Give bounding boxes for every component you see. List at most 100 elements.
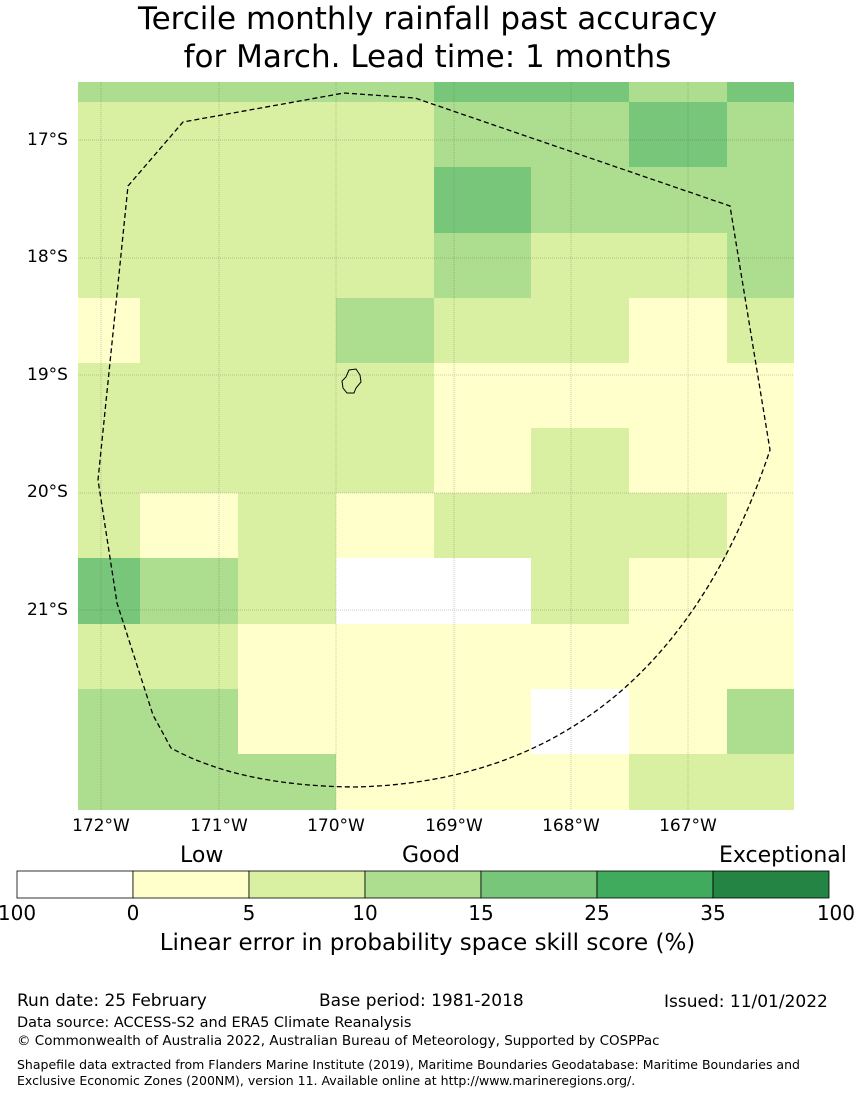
grid-cell bbox=[140, 624, 238, 689]
colorbar-bin bbox=[16, 870, 134, 899]
grid-cell bbox=[434, 558, 531, 624]
map-title: Tercile monthly rainfall past accuracy f… bbox=[0, 0, 855, 76]
grid-cell bbox=[434, 298, 531, 363]
grid-cell bbox=[629, 102, 727, 167]
colorbar-tick: 25 bbox=[584, 901, 610, 925]
grid-cell bbox=[140, 233, 238, 298]
grid-cell bbox=[78, 689, 140, 754]
grid-cell bbox=[336, 167, 434, 233]
grid-cell bbox=[140, 167, 238, 233]
grid-cell bbox=[629, 558, 727, 624]
lon-label: 172°W bbox=[72, 816, 130, 836]
grid-cell bbox=[727, 624, 794, 689]
grid-cell bbox=[140, 82, 238, 102]
grid-cell bbox=[238, 167, 336, 233]
eez-boundary bbox=[97, 92, 771, 788]
grid-cell bbox=[531, 754, 629, 810]
grid-cell bbox=[78, 298, 140, 363]
grid-cell bbox=[727, 233, 794, 298]
grid-cell bbox=[727, 689, 794, 754]
grid-cell bbox=[78, 624, 140, 689]
colorbar-label: Linear error in probability space skill … bbox=[159, 930, 696, 956]
grid-cell bbox=[434, 102, 531, 167]
colorbar-bin bbox=[132, 870, 250, 899]
grid-cell bbox=[336, 298, 434, 363]
island-outline bbox=[341, 368, 362, 394]
grid-cell bbox=[629, 363, 727, 428]
grid-cell bbox=[629, 82, 727, 102]
lat-label: 17°S bbox=[27, 130, 68, 150]
lon-label: 171°W bbox=[190, 816, 248, 836]
grid-cell bbox=[727, 298, 794, 363]
grid-cell bbox=[140, 558, 238, 624]
lon-label: 167°W bbox=[659, 816, 717, 836]
lon-label: 169°W bbox=[425, 816, 483, 836]
lat-label: 20°S bbox=[27, 482, 68, 502]
grid-cell bbox=[531, 298, 629, 363]
grid-cell bbox=[238, 493, 336, 558]
grid-cell bbox=[336, 428, 434, 493]
grid-cell bbox=[531, 624, 629, 689]
grid-cell bbox=[531, 493, 629, 558]
grid-cell bbox=[629, 689, 727, 754]
grid-cell bbox=[531, 558, 629, 624]
grid-cell bbox=[78, 233, 140, 298]
grid-cell bbox=[727, 558, 794, 624]
run-date: Run date: 25 February bbox=[17, 991, 207, 1011]
grid-cell bbox=[336, 689, 434, 754]
grid-cell bbox=[140, 298, 238, 363]
colorbar-bin bbox=[712, 870, 830, 899]
grid-cell bbox=[238, 82, 336, 102]
grid-cell bbox=[629, 298, 727, 363]
grid-cell bbox=[727, 754, 794, 810]
grid-cell bbox=[140, 493, 238, 558]
grid-cell bbox=[238, 233, 336, 298]
data-source: Data source: ACCESS-S2 and ERA5 Climate … bbox=[17, 1015, 412, 1031]
graticule bbox=[78, 82, 794, 810]
grid-cell bbox=[531, 167, 629, 233]
grid-cell bbox=[629, 233, 727, 298]
grid-cell bbox=[531, 428, 629, 493]
grid-cell bbox=[238, 754, 336, 810]
colorbar-category-good: Good bbox=[402, 843, 460, 868]
grid-cell bbox=[727, 428, 794, 493]
grid-cell bbox=[531, 82, 629, 102]
colorbar-tick: 5 bbox=[242, 901, 256, 925]
grid-cell bbox=[434, 167, 531, 233]
grid-cell bbox=[434, 493, 531, 558]
grid-cell bbox=[629, 754, 727, 810]
grid-cell bbox=[238, 558, 336, 624]
grid-cell bbox=[434, 428, 531, 493]
shapefile-credit: Shapefile data extracted from Flanders M… bbox=[17, 1057, 800, 1088]
colorbar-tick: 0 bbox=[126, 901, 140, 925]
grid-cell bbox=[78, 82, 140, 102]
grid-cell bbox=[336, 233, 434, 298]
colorbar-tick: 100 bbox=[0, 901, 37, 925]
grid-cell bbox=[434, 233, 531, 298]
colorbar bbox=[16, 870, 830, 899]
colorbar-tick: 100 bbox=[816, 901, 855, 925]
grid-cell bbox=[727, 102, 794, 167]
grid-cell bbox=[531, 233, 629, 298]
grid-cell bbox=[238, 298, 336, 363]
skill-grid bbox=[78, 82, 794, 810]
colorbar-bin bbox=[596, 870, 714, 899]
grid-cell bbox=[238, 428, 336, 493]
issued-date: Issued: 11/01/2022 bbox=[664, 992, 828, 1012]
lat-label: 21°S bbox=[27, 600, 68, 620]
lon-label: 168°W bbox=[542, 816, 600, 836]
grid-cell bbox=[727, 82, 794, 102]
grid-cell bbox=[78, 558, 140, 624]
grid-cell bbox=[238, 689, 336, 754]
lat-label: 19°S bbox=[27, 365, 68, 385]
grid-cell bbox=[336, 624, 434, 689]
grid-cell bbox=[531, 363, 629, 428]
lat-label: 18°S bbox=[27, 247, 68, 267]
grid-cell bbox=[531, 102, 629, 167]
base-period: Base period: 1981-2018 bbox=[319, 991, 524, 1011]
copyright: © Commonwealth of Australia 2022, Austra… bbox=[17, 1033, 660, 1049]
grid-cell bbox=[78, 102, 140, 167]
grid-cell bbox=[336, 558, 434, 624]
grid-cell bbox=[531, 689, 629, 754]
grid-cell bbox=[238, 624, 336, 689]
